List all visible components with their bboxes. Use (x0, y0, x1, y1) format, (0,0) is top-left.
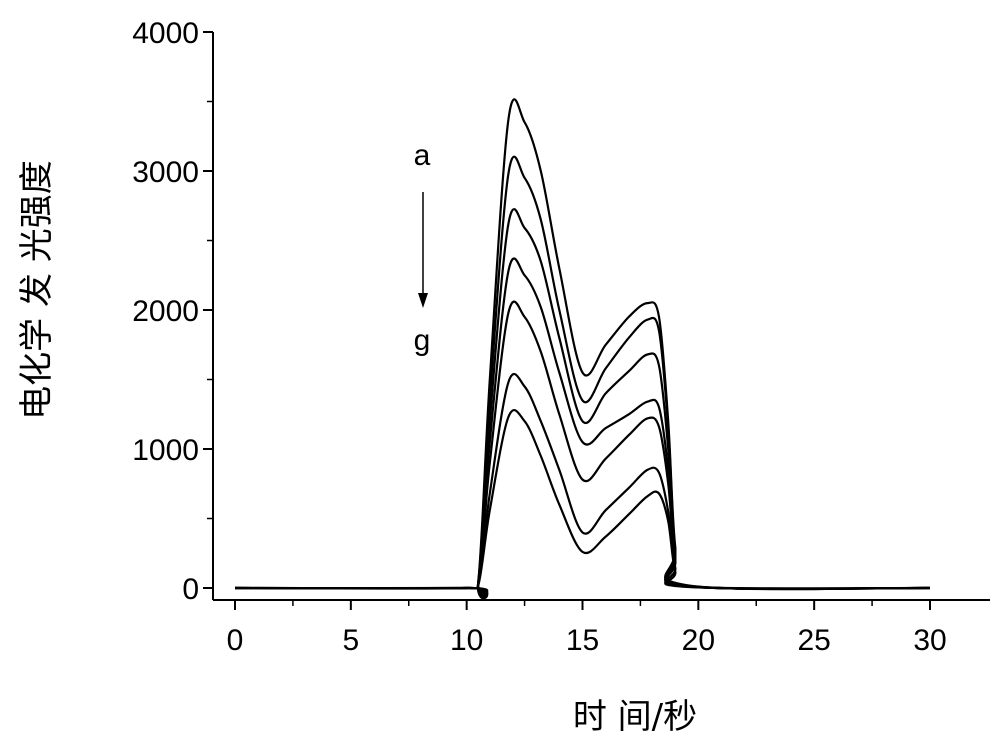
x-tick-label: 25 (797, 624, 830, 657)
x-tick-label: 30 (913, 624, 946, 657)
ticks: 0 5 10 15 20 25 30 0 1000 2000 3000 4000 (132, 17, 946, 657)
axes (212, 32, 990, 601)
x-tick-label: 15 (566, 624, 599, 657)
series-lines (234, 98, 931, 600)
x-tick-label: 5 (342, 624, 359, 657)
series-line-6 (234, 372, 931, 594)
x-tick-label: 0 (227, 624, 244, 657)
y-tick-label: 2000 (132, 295, 199, 328)
series-annotation: a g (414, 139, 431, 357)
series-line-7 (234, 409, 931, 593)
x-tick-label: 10 (450, 624, 483, 657)
annotation-end-label: g (414, 324, 431, 357)
series-line-4 (234, 257, 931, 597)
series-line-3 (234, 208, 931, 598)
y-tick-label: 0 (182, 573, 199, 606)
x-tick-label: 20 (682, 624, 715, 657)
y-tick-label: 4000 (132, 17, 199, 50)
y-axis-title: 电化学 发 光强度 (17, 160, 57, 420)
annotation-arrowhead-icon (418, 293, 428, 308)
annotation-start-label: a (414, 139, 431, 172)
y-tick-label: 3000 (132, 156, 199, 189)
series-line-5 (234, 300, 931, 596)
y-tick-label: 1000 (132, 434, 199, 467)
x-axis-title: 时 间/秒 (573, 697, 697, 737)
series-line-1 (234, 98, 931, 600)
